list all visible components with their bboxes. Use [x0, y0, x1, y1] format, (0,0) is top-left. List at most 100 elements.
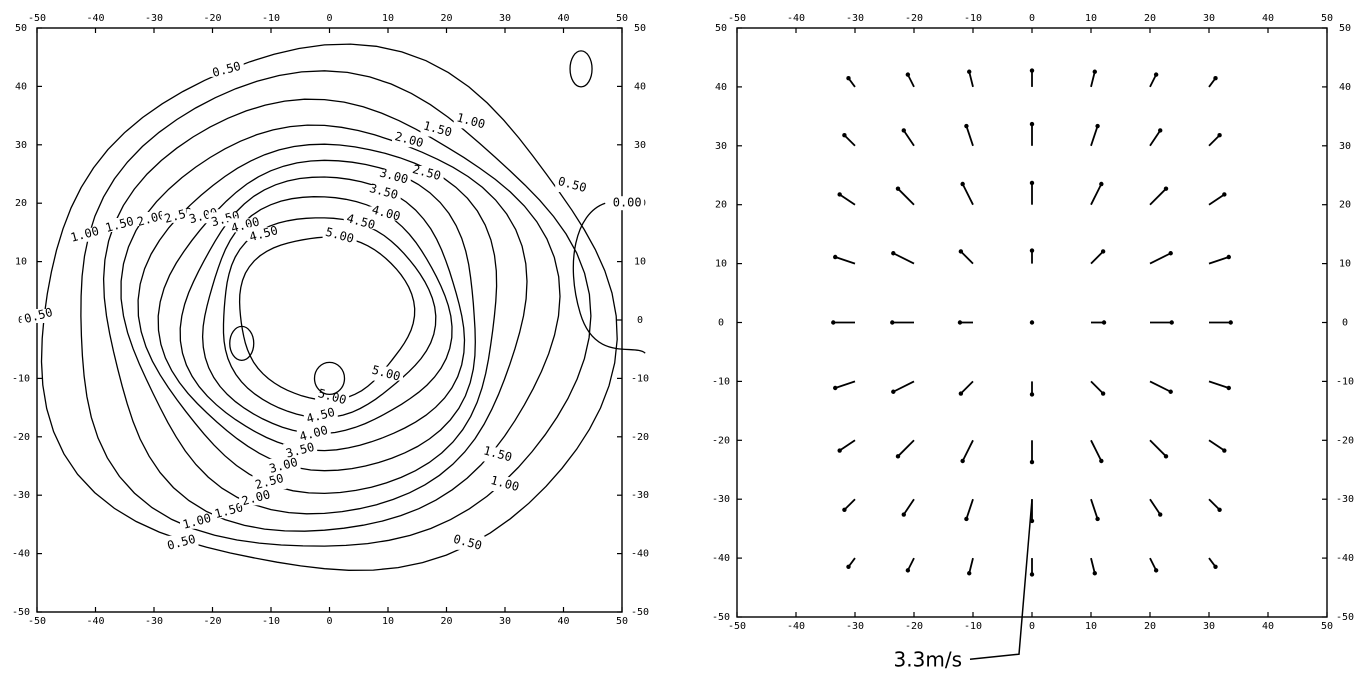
x-tick-label-top: -20 [203, 13, 221, 24]
wind-vector [1208, 193, 1225, 206]
vector-head [1222, 192, 1227, 197]
x-tick-label-bottom: -30 [846, 621, 864, 632]
wind-vector [968, 71, 974, 88]
contour-label-bg [376, 169, 411, 184]
y-tick-label-left: -30 [712, 494, 730, 505]
x-tick-label-top: 40 [557, 13, 569, 24]
wind-vector [965, 125, 974, 147]
y-tick-label-right: -10 [1336, 376, 1354, 387]
vector-head [846, 564, 851, 569]
vector-head [901, 512, 906, 517]
vector-head [1029, 180, 1035, 186]
x-tick-label-top: -40 [86, 13, 104, 24]
contour-local-max [313, 361, 346, 396]
vector-head [1163, 186, 1169, 191]
contour-line [137, 143, 498, 495]
vector-head [1101, 320, 1107, 325]
x-tick-label-bottom: -50 [728, 621, 746, 632]
contour-label-bg [283, 443, 318, 458]
wind-vector [965, 498, 974, 520]
wind-vector [1090, 380, 1104, 395]
vector-head [1153, 72, 1159, 77]
y-tick-label-right: 0 [637, 315, 643, 326]
wind-vector [843, 498, 856, 511]
wind-vector [1149, 498, 1161, 516]
wind-vector [1090, 183, 1103, 206]
vector-head [1228, 320, 1233, 325]
vector-head [895, 186, 901, 191]
vector-head [905, 72, 911, 77]
wind-vector [834, 256, 856, 265]
contour-zero [572, 202, 646, 354]
contour-label-bg [246, 227, 281, 242]
vector-head [1168, 251, 1173, 256]
contour-label-bg [555, 178, 590, 193]
wind-vector [1149, 74, 1157, 88]
vector-head [1158, 128, 1163, 133]
x-tick-label-top: -10 [964, 13, 982, 24]
vector-head [1029, 121, 1035, 127]
x-tick-label-top: -30 [846, 13, 864, 24]
wind-vector [1090, 125, 1099, 147]
vector-head [905, 568, 911, 573]
y-tick-label-left: 40 [15, 81, 27, 92]
y-tick-label-left: -40 [712, 553, 730, 564]
vector-head [958, 391, 964, 396]
y-tick-label-left: -50 [12, 607, 30, 618]
scale-vector-label: 3.3m/s [894, 648, 962, 672]
y-tick-label-left: -20 [712, 435, 730, 446]
y-tick-label-left: 40 [715, 82, 727, 93]
wind-vector [839, 193, 856, 206]
y-tick-label-right: 40 [1339, 82, 1351, 93]
y-tick-label-right: -40 [631, 549, 649, 560]
wind-vector [897, 188, 915, 206]
x-tick-label-top: 20 [1144, 13, 1156, 24]
x-tick-label-top: 40 [1262, 13, 1274, 24]
y-tick-label-left: -50 [712, 612, 730, 623]
vector-head [960, 181, 965, 187]
contour-label-bg [366, 185, 401, 200]
x-tick-label-bottom: 10 [382, 616, 394, 627]
y-tick-label-right: 20 [1339, 200, 1351, 211]
y-tick-label-left: -10 [712, 376, 730, 387]
vector-head [890, 320, 895, 325]
y-tick-label-left: -40 [12, 549, 30, 560]
wind-vector [1090, 250, 1104, 265]
contour-label-bg [303, 408, 338, 423]
wind-vector [839, 439, 856, 452]
vector-head [967, 571, 972, 576]
y-tick-label-right: -40 [1336, 553, 1354, 564]
contour-label-bg [296, 426, 331, 441]
x-tick-label-bottom: 20 [1144, 621, 1156, 632]
x-tick-label-bottom: -30 [145, 616, 163, 627]
wind-vector [1208, 439, 1225, 452]
y-tick-label-left: 50 [715, 23, 727, 34]
x-tick-label-bottom: 10 [1085, 621, 1097, 632]
x-tick-label-top: 50 [616, 13, 628, 24]
x-tick-label-top: 20 [440, 13, 452, 24]
y-tick-label-left: 30 [15, 140, 27, 151]
x-tick-label-bottom: -40 [787, 621, 805, 632]
vector-head [1029, 68, 1035, 73]
contour-label-bg [252, 475, 287, 490]
x-tick-label-bottom: 20 [440, 616, 452, 627]
y-tick-label-right: -20 [1336, 435, 1354, 446]
vector-head [1226, 254, 1231, 260]
vector-head [967, 69, 972, 74]
wind-vector [968, 557, 974, 574]
vector-head [833, 254, 838, 260]
x-tick-label-top: 10 [1085, 13, 1097, 24]
vector-head [831, 320, 836, 325]
vector-head [1095, 123, 1100, 129]
y-tick-label-left: -10 [12, 373, 30, 384]
contour-line [222, 217, 437, 419]
x-tick-label-top: -50 [728, 13, 746, 24]
vector-head [837, 448, 842, 453]
contour-label-bg [409, 165, 444, 180]
wind-vector [1208, 256, 1230, 265]
wind-vector [1208, 380, 1230, 389]
wind-vector [892, 252, 915, 265]
vector-head [1029, 248, 1035, 253]
contour-label-bg [487, 477, 522, 492]
contour-label-bg [480, 447, 515, 462]
